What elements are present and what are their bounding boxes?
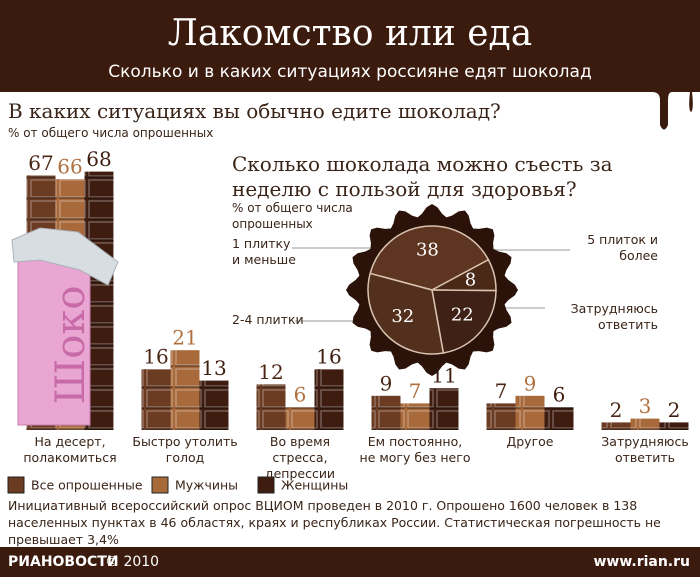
category-label: Затрудняюсь ответить <box>601 434 689 465</box>
pie-category-label: 1 плитку и меньше <box>232 236 296 267</box>
foil <box>11 227 119 286</box>
legend-swatch <box>151 476 169 494</box>
legend-label: Мужчины <box>175 478 238 493</box>
bar <box>371 395 401 430</box>
drip <box>689 92 693 112</box>
bar <box>400 403 430 430</box>
value-label: 6 <box>553 383 566 407</box>
pie-value-label: 22 <box>451 305 474 326</box>
subtitle: Сколько и в каких ситуациях россияне едя… <box>108 62 591 82</box>
wrapper-text: Шоко <box>48 286 94 405</box>
value-label: 3 <box>639 394 652 418</box>
brand: РИАНОВОСТИ <box>8 554 119 570</box>
pie-slice <box>367 272 445 355</box>
value-label: 12 <box>258 360 283 384</box>
bar <box>486 403 516 430</box>
bar <box>544 407 574 430</box>
category-label: Другое <box>506 434 554 449</box>
title: Лакомство или еда <box>168 13 532 54</box>
pie-title: Сколько шоколада можно съесть за неделю … <box>232 152 613 201</box>
pie-slice <box>369 225 490 291</box>
bar <box>429 388 459 430</box>
header-band <box>0 0 700 130</box>
legend-swatch <box>257 476 275 494</box>
note: Инициативный всероссийский опрос ВЦИОМ п… <box>8 498 661 547</box>
value-label: 13 <box>201 356 226 380</box>
value-label: 66 <box>57 155 82 179</box>
pie-category-label: Затрудняюсь ответить <box>570 301 658 332</box>
value-label: 7 <box>495 379 508 403</box>
wrapper <box>17 249 91 426</box>
bar <box>256 384 286 430</box>
pie-value-label: 32 <box>391 306 414 327</box>
pie-value-label: 8 <box>465 270 476 291</box>
url: www.rian.ru <box>593 554 690 570</box>
bar <box>141 369 171 430</box>
value-label: 21 <box>172 326 197 350</box>
bar-subtitle: % от общего числа опрошенных <box>8 126 214 140</box>
value-label: 67 <box>28 151 53 175</box>
pie-category-label: 5 плиток и более <box>587 232 658 263</box>
bar <box>659 422 689 430</box>
bar <box>314 369 344 430</box>
bar <box>199 380 229 430</box>
legend-swatch <box>7 476 25 494</box>
category-label: Ем постоянно, не могу без него <box>359 434 471 465</box>
copyright: © 2010 <box>105 554 159 570</box>
bar-title: В каких ситуациях вы обычно едите шокола… <box>8 99 501 123</box>
value-label: 7 <box>409 379 422 403</box>
value-label: 2 <box>668 398 681 422</box>
bar <box>601 422 631 430</box>
pie-category-label: 2-4 плитки <box>232 312 304 327</box>
bar <box>630 418 660 430</box>
legend-label: Женщины <box>281 478 348 493</box>
bar <box>170 350 200 430</box>
pie-slice <box>431 289 497 354</box>
footer-band <box>0 547 700 577</box>
value-label: 68 <box>86 147 111 171</box>
category-label: Быстро утолить голод <box>132 434 238 465</box>
value-label: 9 <box>524 371 537 395</box>
pie-subtitle: % от общего числа опрошенных <box>232 201 353 231</box>
bar <box>285 407 315 430</box>
value-label: 9 <box>380 371 393 395</box>
value-label: 6 <box>294 383 307 407</box>
value-label: 2 <box>610 398 623 422</box>
legend-label: Все опрошенные <box>31 478 143 493</box>
bar <box>515 395 545 430</box>
value-label: 16 <box>143 345 168 369</box>
category-label: Во время стресса, депрессии <box>264 434 336 481</box>
pie-value-label: 38 <box>416 240 439 261</box>
value-label: 16 <box>316 345 341 369</box>
category-label: На десерт, полакомиться <box>23 434 117 465</box>
